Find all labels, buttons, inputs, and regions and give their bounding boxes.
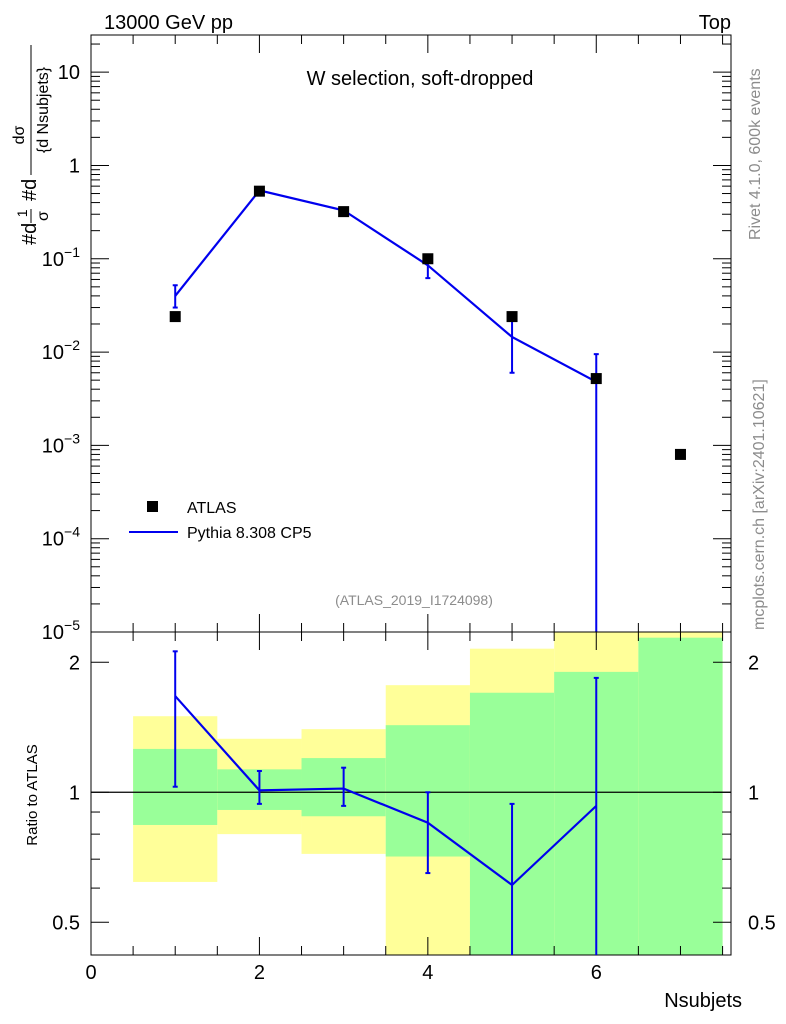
data-marker xyxy=(338,206,350,218)
main-y-tick-label: 10 xyxy=(58,62,80,84)
x-tick-label: 6 xyxy=(591,962,602,984)
mc-line-group xyxy=(174,189,597,383)
x-axis-label: Nsubjets xyxy=(664,990,742,1012)
ratio-line xyxy=(174,695,598,887)
data-marker xyxy=(506,311,518,323)
ratio-band-inner xyxy=(638,637,723,955)
ratio-y-tick-label-left: 0.5 xyxy=(52,912,80,934)
x-tick-label: 2 xyxy=(254,962,265,984)
data-marker xyxy=(590,373,602,385)
ratio-y-tick-label-right: 0.5 xyxy=(748,912,776,934)
ratio-y-tick-label-right: 2 xyxy=(748,652,759,674)
data-marker xyxy=(674,448,686,460)
ylabel-part-a: #d xyxy=(19,223,41,245)
ylabel-part-c: σ xyxy=(35,211,52,221)
mc-line xyxy=(174,189,597,383)
ratio-error-bars xyxy=(172,650,599,955)
ratio-y-tick-label-left: 1 xyxy=(69,782,80,804)
ratio-y-tick-label-right: 1 xyxy=(748,782,759,804)
data-marker xyxy=(169,311,181,323)
plot-title: W selection, soft-dropped xyxy=(307,68,534,90)
ratio-ticks xyxy=(90,632,731,955)
main-y-tick-label: 10−1 xyxy=(42,244,80,271)
data-marker xyxy=(422,253,434,265)
ratio-y-tick-label-left: 2 xyxy=(69,652,80,674)
main-y-tick-label: 1 xyxy=(69,155,80,177)
ylabel-part-d: #d xyxy=(19,179,41,201)
ratio-ylabel: Ratio to ATLAS xyxy=(24,744,41,845)
main-ylabel: #d 1 σ #d dσ {d Nsubjets} xyxy=(11,45,52,245)
main-ticks xyxy=(90,35,731,633)
ylabel-part-b: 1 xyxy=(14,209,30,217)
main-y-tick-label: 10−5 xyxy=(42,617,80,644)
main-y-tick-label: 10−2 xyxy=(42,337,80,364)
main-plot-frame xyxy=(90,34,732,633)
ratio-plot-frame xyxy=(90,631,732,956)
ratio-panel: 0.5 0.5 1 1 2 2 0 2 4 6 Ratio to ATLAS Nsubjets xyxy=(24,631,776,1012)
legend-label-atlas: ATLAS xyxy=(187,500,237,517)
main-y-tick-label: 10−3 xyxy=(42,430,80,457)
mcplots-label: mcplots.cern.ch [arXiv:2401.10621] xyxy=(751,379,768,630)
legend: ATLAS Pythia 8.308 CP5 xyxy=(129,500,312,542)
data-markers xyxy=(169,185,686,460)
header-right-label: Top xyxy=(699,12,731,34)
ratio-tick-labels: 0.5 0.5 1 1 2 2 0 2 4 6 xyxy=(52,652,776,984)
header-left-label: 13000 GeV pp xyxy=(104,12,233,34)
x-tick-label: 4 xyxy=(422,962,433,984)
ylabel-part-f: {d Nsubjets} xyxy=(35,66,52,153)
main-tick-labels: 10 1 10−1 10−2 10−3 10−4 10−5 xyxy=(42,62,80,644)
svg-text:#d 1: #d 1 xyxy=(14,209,41,245)
main-error-bars xyxy=(172,187,599,632)
rivet-label: Rivet 4.1.0, 600k events xyxy=(747,68,764,240)
main-panel: 10 1 10−1 10−2 10−3 10−4 10−5 W selection, sof… xyxy=(11,34,732,644)
legend-data-marker xyxy=(147,501,158,512)
ratio-line-group xyxy=(174,695,598,887)
ylabel-part-e: dσ xyxy=(11,125,28,144)
legend-label-pythia: Pythia 8.308 CP5 xyxy=(187,525,312,542)
main-y-tick-label: 10−4 xyxy=(42,524,80,551)
analysis-watermark: (ATLAS_2019_I1724098) xyxy=(335,592,493,608)
x-tick-label: 0 xyxy=(85,962,96,984)
data-marker xyxy=(253,185,265,197)
